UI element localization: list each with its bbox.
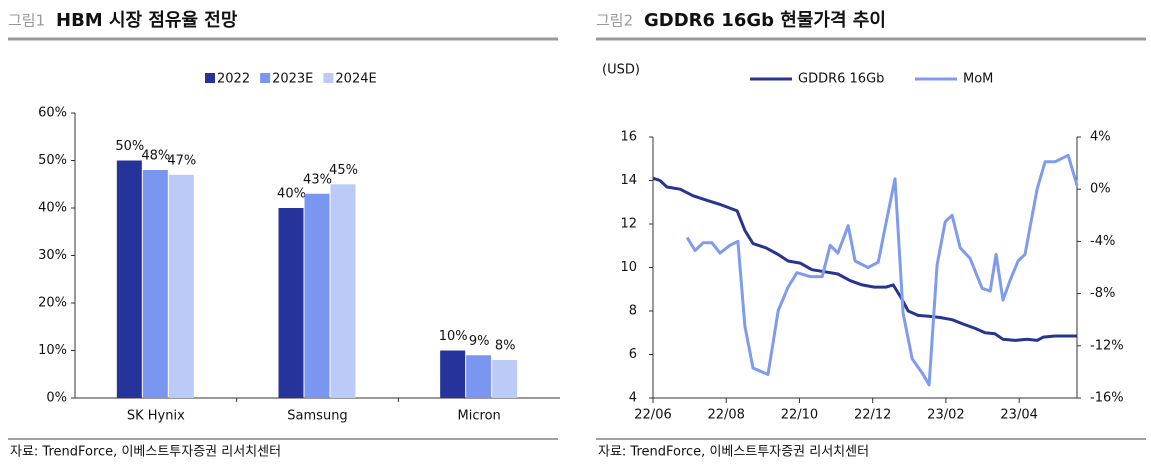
y-tick-label: 20% bbox=[38, 296, 67, 311]
legend-swatch bbox=[205, 73, 215, 83]
legend-label: GDDR6 16Gb bbox=[798, 72, 884, 87]
bar bbox=[440, 350, 466, 398]
legend-label: 2024E bbox=[335, 72, 376, 87]
bar bbox=[304, 193, 330, 398]
x-tick-label: 22/06 bbox=[634, 408, 671, 423]
y-tick-label: 16 bbox=[620, 130, 637, 145]
y-tick-label: 14 bbox=[620, 173, 637, 188]
y-tick-label: 50% bbox=[38, 153, 67, 168]
value-label: 45% bbox=[329, 163, 358, 178]
legend-swatch bbox=[323, 73, 334, 83]
y-tick-label: 4 bbox=[629, 391, 637, 406]
value-label: 48% bbox=[141, 149, 170, 164]
value-label: 8% bbox=[495, 339, 516, 354]
series-line bbox=[652, 176, 1077, 342]
value-label: 47% bbox=[167, 153, 196, 168]
x-tick-label: SK Hynix bbox=[127, 409, 185, 424]
legend-label: MoM bbox=[963, 72, 993, 87]
series-line bbox=[685, 153, 1079, 387]
x-tick-label: Micron bbox=[458, 409, 501, 424]
y-tick-label: 10 bbox=[620, 260, 637, 275]
y-tick-label: 10% bbox=[38, 343, 67, 358]
value-label: 40% bbox=[277, 187, 306, 202]
figure-label: 그림1 bbox=[8, 12, 45, 30]
y-tick-label: 0% bbox=[46, 391, 67, 406]
value-label: 43% bbox=[303, 172, 332, 187]
y2-tick-label: -12% bbox=[1090, 338, 1124, 353]
x-tick-label: Samsung bbox=[287, 409, 347, 424]
bar bbox=[492, 360, 518, 398]
bar bbox=[278, 208, 304, 398]
y2-tick-label: -8% bbox=[1090, 286, 1115, 301]
bar bbox=[168, 174, 194, 398]
y-tick-label: 40% bbox=[38, 201, 67, 216]
chart-title: GDDR6 16Gb 현물가격 추이 bbox=[644, 10, 886, 31]
x-tick-label: 22/12 bbox=[854, 408, 891, 423]
bar bbox=[116, 160, 142, 398]
y-tick-label: 8 bbox=[629, 304, 637, 319]
legend-label: 2022 bbox=[217, 72, 250, 87]
legend-label: 2023E bbox=[272, 72, 313, 87]
x-tick-label: 22/10 bbox=[781, 408, 818, 423]
bar bbox=[466, 355, 492, 398]
figure-label: 그림2 bbox=[596, 12, 633, 30]
y2-tick-label: -4% bbox=[1090, 234, 1115, 249]
value-label: 50% bbox=[115, 139, 144, 154]
y-tick-label: 12 bbox=[620, 217, 637, 232]
x-tick-label: 23/02 bbox=[927, 408, 964, 423]
y-tick-label: 30% bbox=[38, 248, 67, 263]
x-tick-label: 23/04 bbox=[1000, 408, 1037, 423]
legend-swatch bbox=[260, 73, 271, 83]
source-note: 자료: TrendForce, 이베스트투자증권 리서치센터 bbox=[598, 445, 869, 460]
bar bbox=[330, 184, 356, 398]
y-axis-unit: (USD) bbox=[602, 63, 640, 78]
x-tick-label: 22/08 bbox=[707, 408, 744, 423]
y2-tick-label: 0% bbox=[1090, 182, 1111, 197]
value-label: 9% bbox=[469, 334, 490, 349]
source-note: 자료: TrendForce, 이베스트투자증권 리서치센터 bbox=[10, 445, 281, 460]
y-tick-label: 6 bbox=[629, 347, 637, 362]
bar bbox=[142, 170, 168, 398]
y-tick-label: 60% bbox=[38, 106, 67, 121]
chart-title: HBM 시장 점유율 전망 bbox=[56, 10, 238, 31]
y2-tick-label: 4% bbox=[1090, 130, 1111, 145]
value-label: 10% bbox=[439, 329, 468, 344]
y2-tick-label: -16% bbox=[1090, 391, 1124, 406]
